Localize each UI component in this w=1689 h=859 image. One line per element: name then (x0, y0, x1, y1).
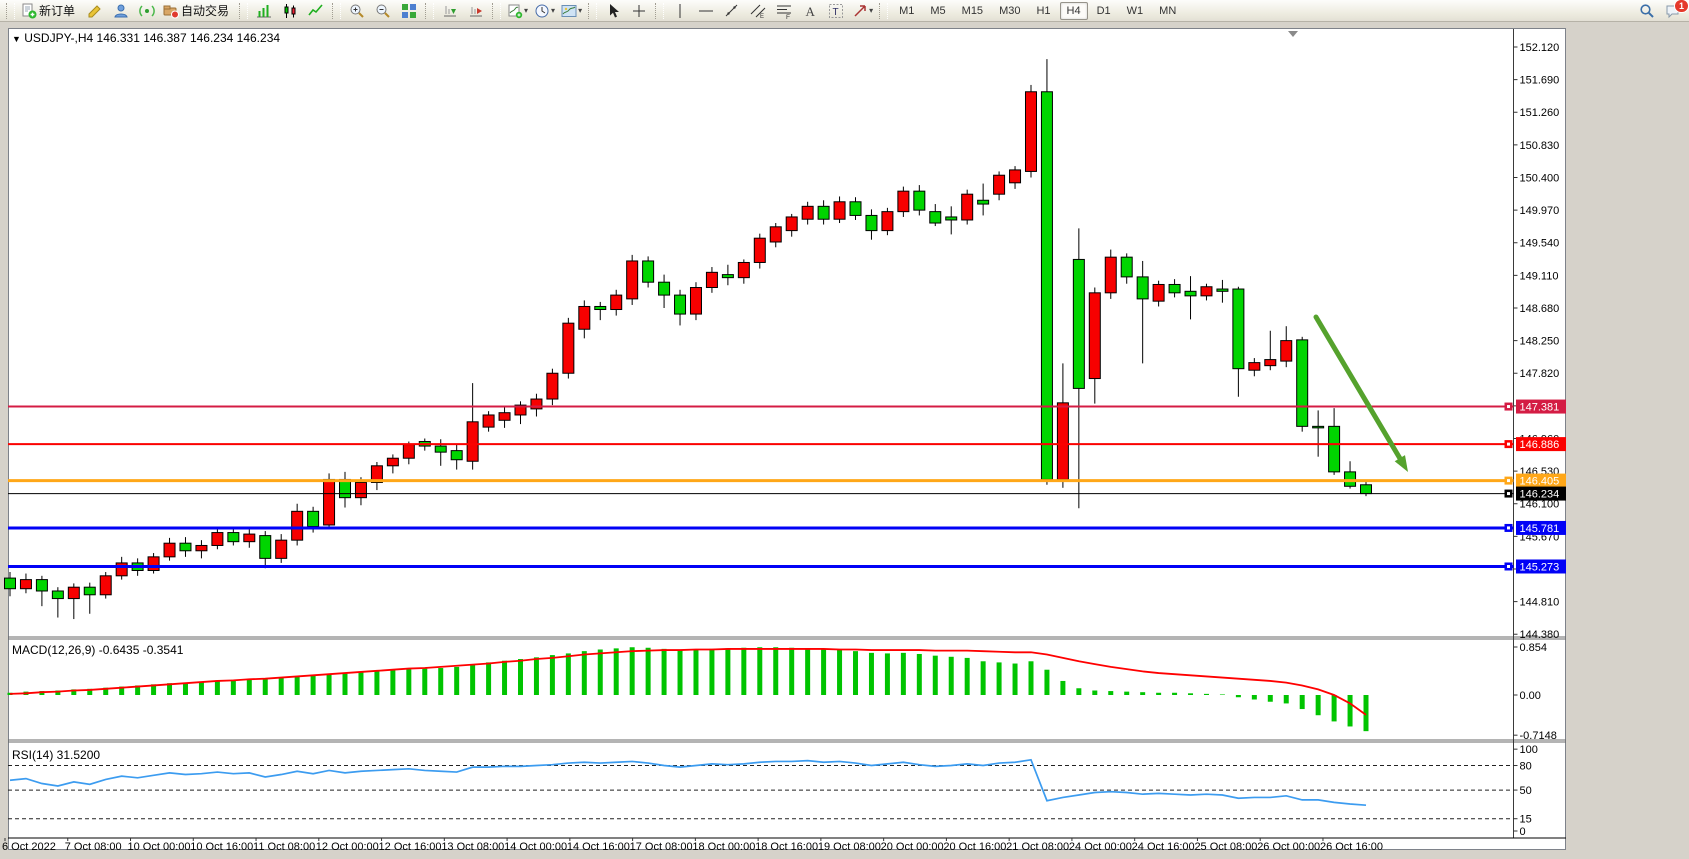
templates-button[interactable]: ▾ (558, 0, 585, 22)
svg-text:T: T (833, 7, 839, 18)
text-label-icon: T (828, 3, 844, 19)
tf-m1-button[interactable]: M1 (899, 4, 915, 17)
fibonacci-icon: F (776, 3, 792, 19)
svg-text:F: F (786, 14, 790, 19)
toolbar: 新订单 自动交易 ▾ ▾ ▾ E F A T ▾ M1 M5 M15 M30 H1 H4 D1 W1 MN 1 (0, 0, 1689, 22)
tf-d1-button[interactable]: D1 (1096, 4, 1111, 17)
toolbar-grip (332, 2, 342, 19)
svg-text:A: A (806, 4, 816, 19)
arrows-button[interactable]: ▾ (849, 0, 876, 22)
autotrade-icon (163, 3, 180, 19)
toolbar-grip (492, 2, 502, 19)
dropdown-arrow-icon[interactable]: ▾ (524, 6, 529, 15)
zoom-out-icon (375, 3, 391, 19)
cursor-button[interactable] (600, 0, 626, 22)
tf-h4-button[interactable]: H4 (1059, 1, 1088, 20)
horizontal-line-button[interactable] (693, 0, 719, 22)
ohlc-readout: 146.331 146.387 146.234 146.234 (96, 31, 281, 45)
new-order-label: 新订单 (39, 4, 76, 18)
autotrade-button[interactable]: 自动交易 (160, 0, 236, 22)
search-icon (1639, 3, 1655, 19)
trend-line-icon (724, 3, 740, 19)
signals-icon (139, 3, 155, 19)
toolbar-grip (879, 2, 889, 19)
tf-h1-button[interactable]: H1 (1036, 4, 1051, 17)
search-button[interactable] (1634, 0, 1660, 22)
chart-bars-button[interactable] (251, 0, 277, 22)
rsi-label: RSI(14) 31.5200 (12, 748, 101, 762)
symbol-label: USDJPY-,H4 (24, 31, 94, 45)
periods-icon (534, 3, 550, 19)
chart-candles-button[interactable] (277, 0, 303, 22)
crosshair-button[interactable] (626, 0, 652, 22)
tf-m30-button[interactable]: M30 (999, 4, 1021, 17)
chart-line-icon (308, 3, 324, 19)
tile-windows-button[interactable] (396, 0, 422, 22)
crosshair-icon (631, 3, 647, 19)
vertical-line-icon (672, 3, 688, 19)
dropdown-arrow-icon[interactable]: ▾ (551, 6, 556, 15)
tf-w1-button[interactable]: W1 (1126, 4, 1144, 17)
trend-line-button[interactable] (719, 0, 745, 22)
styler-icon (87, 3, 103, 19)
autotrade-label: 自动交易 (181, 4, 230, 18)
channel-icon: E (750, 3, 766, 19)
toolbar-grip (588, 2, 598, 19)
toolbar-grip (239, 2, 249, 19)
chart-bars-icon (256, 3, 272, 19)
arrows-icon (852, 3, 868, 19)
text-label-button[interactable]: T (823, 0, 849, 22)
new-order-button[interactable]: 新订单 (18, 0, 82, 22)
chart-title: ▼ USDJPY-,H4 146.331 146.387 146.234 146… (12, 31, 280, 45)
market-watch-button[interactable] (108, 0, 134, 22)
text-icon: A (802, 3, 818, 19)
text-button[interactable]: A (797, 0, 823, 22)
svg-text:E: E (760, 14, 764, 19)
signals-button[interactable] (134, 0, 160, 22)
auto-scroll-icon (468, 3, 484, 19)
cursor-icon (605, 3, 621, 19)
market-watch-icon (113, 3, 129, 19)
tile-windows-icon (401, 3, 417, 19)
new-chart-button[interactable]: ▾ (504, 0, 531, 22)
channel-button[interactable]: E (745, 0, 771, 22)
toolbar-grip (425, 2, 435, 19)
toolbar-grip (655, 2, 665, 19)
tf-m5-button[interactable]: M5 (930, 4, 946, 17)
zoom-in-icon (349, 3, 365, 19)
dropdown-arrow-icon[interactable]: ▾ (869, 6, 874, 15)
horizontal-line-icon (698, 3, 714, 19)
chart-shift-button[interactable] (437, 0, 463, 22)
chart-window (8, 28, 1566, 850)
auto-scroll-button[interactable] (463, 0, 489, 22)
new-chart-icon (507, 3, 523, 19)
notifications-button[interactable]: 1 (1660, 0, 1689, 22)
chart-candles-icon (282, 3, 298, 19)
tf-m15-button[interactable]: M15 (961, 4, 984, 17)
new-order-icon (21, 3, 37, 19)
periods-button[interactable]: ▾ (531, 0, 558, 22)
toolbar-grip (6, 2, 15, 19)
vertical-line-button[interactable] (667, 0, 693, 22)
templates-icon (561, 3, 577, 19)
zoom-in-button[interactable] (344, 0, 370, 22)
fibonacci-button[interactable]: F (771, 0, 797, 22)
chart-shift-icon (442, 3, 458, 19)
styler-button[interactable] (82, 0, 108, 22)
chart-line-button[interactable] (303, 0, 329, 22)
dropdown-arrow-icon[interactable]: ▾ (578, 6, 583, 15)
symbol-dropdown-icon[interactable]: ▼ (12, 34, 21, 44)
macd-label: MACD(12,26,9) -0.6435 -0.3541 (12, 643, 184, 657)
tf-mn-button[interactable]: MN (1159, 4, 1177, 17)
zoom-out-button[interactable] (370, 0, 396, 22)
notification-badge: 1 (1673, 0, 1689, 13)
